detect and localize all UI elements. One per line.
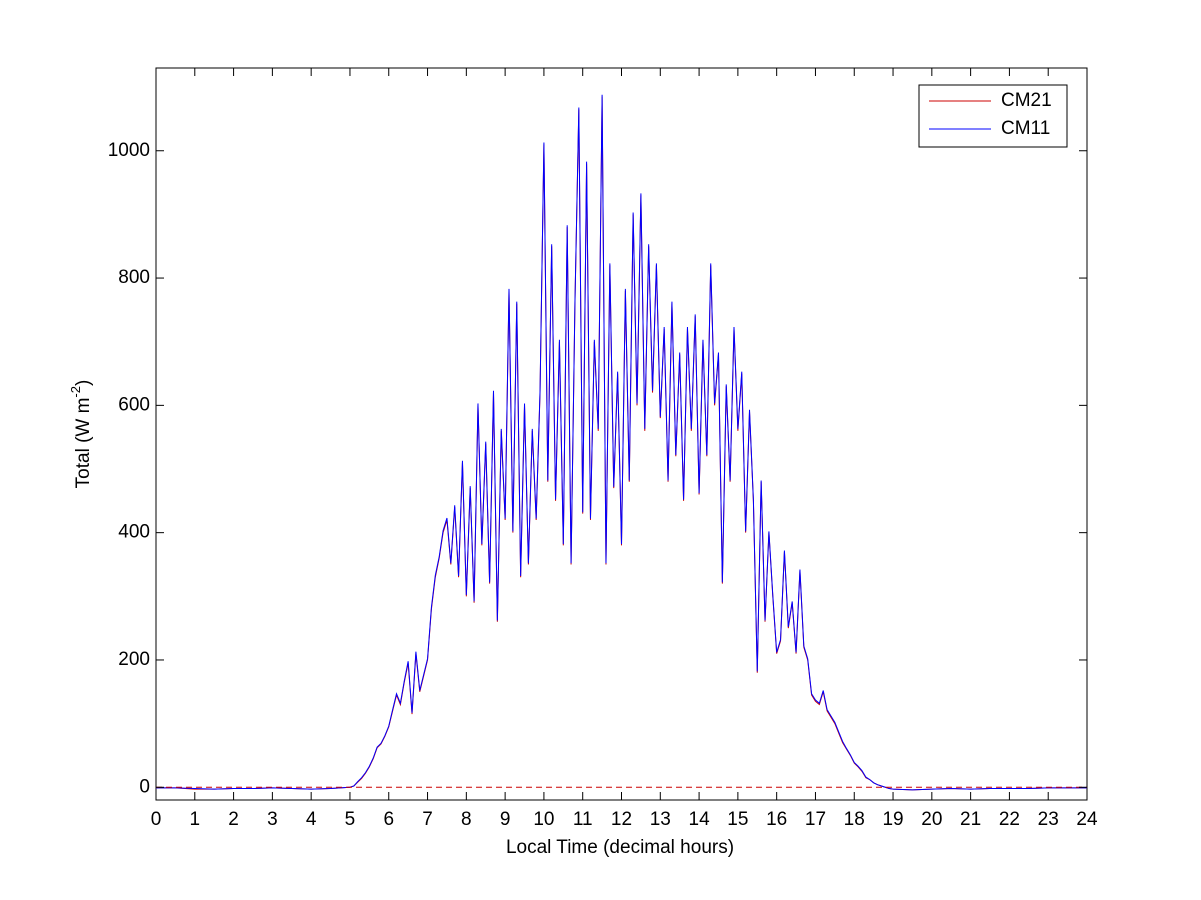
x-tick-label: 17 (805, 809, 826, 830)
x-tick-label: 18 (844, 809, 865, 830)
legend: CM21 CM11 (918, 84, 1068, 148)
y-axis-label-superscript: -2 (68, 386, 83, 398)
plot-area (155, 67, 1088, 801)
x-tick-label: 10 (533, 809, 554, 830)
x-tick-label: 11 (573, 809, 593, 830)
y-tick-label: 1000 (108, 140, 150, 161)
x-tick-label: 19 (882, 809, 903, 830)
x-tick-label: 24 (1076, 809, 1098, 830)
y-axis-label: Total (W m-2) (68, 380, 94, 489)
x-tick-label: 0 (151, 809, 162, 830)
legend-label: CM21 (1001, 90, 1052, 111)
y-tick-label: 400 (118, 522, 150, 543)
series-line (156, 94, 1087, 791)
x-tick-label: 5 (345, 809, 356, 830)
x-tick-label: 6 (383, 809, 394, 830)
x-tick-label: 21 (960, 809, 981, 830)
x-tick-label: 15 (727, 809, 748, 830)
x-tick-label: 23 (1038, 809, 1059, 830)
y-tick-label: 200 (118, 649, 150, 670)
x-tick-label: 7 (422, 809, 433, 830)
x-tick-label: 1 (190, 809, 201, 830)
y-tick-label: 600 (118, 394, 150, 415)
x-tick-label: 2 (228, 809, 239, 830)
x-tick-label: 20 (921, 809, 942, 830)
y-axis-label-text: Total (W m (73, 398, 94, 489)
y-tick-label: 800 (118, 267, 150, 288)
x-tick-label: 4 (306, 809, 317, 830)
y-tick-label: 0 (139, 776, 150, 797)
x-tick-label: 22 (999, 809, 1020, 830)
x-axis-label: Local Time (decimal hours) (506, 837, 734, 858)
x-tick-label: 8 (461, 809, 472, 830)
x-tick-label: 13 (650, 809, 671, 830)
legend-box (918, 84, 1068, 148)
x-tick-label: 12 (611, 809, 632, 830)
y-axis-label-suffix: ) (73, 380, 94, 386)
legend-label: CM11 (1001, 118, 1050, 139)
x-tick-label: 3 (267, 809, 278, 830)
series-layer (156, 94, 1087, 791)
x-tick-label: 14 (689, 809, 711, 830)
x-tick-label: 9 (500, 809, 511, 830)
x-tick-label: 16 (766, 809, 787, 830)
